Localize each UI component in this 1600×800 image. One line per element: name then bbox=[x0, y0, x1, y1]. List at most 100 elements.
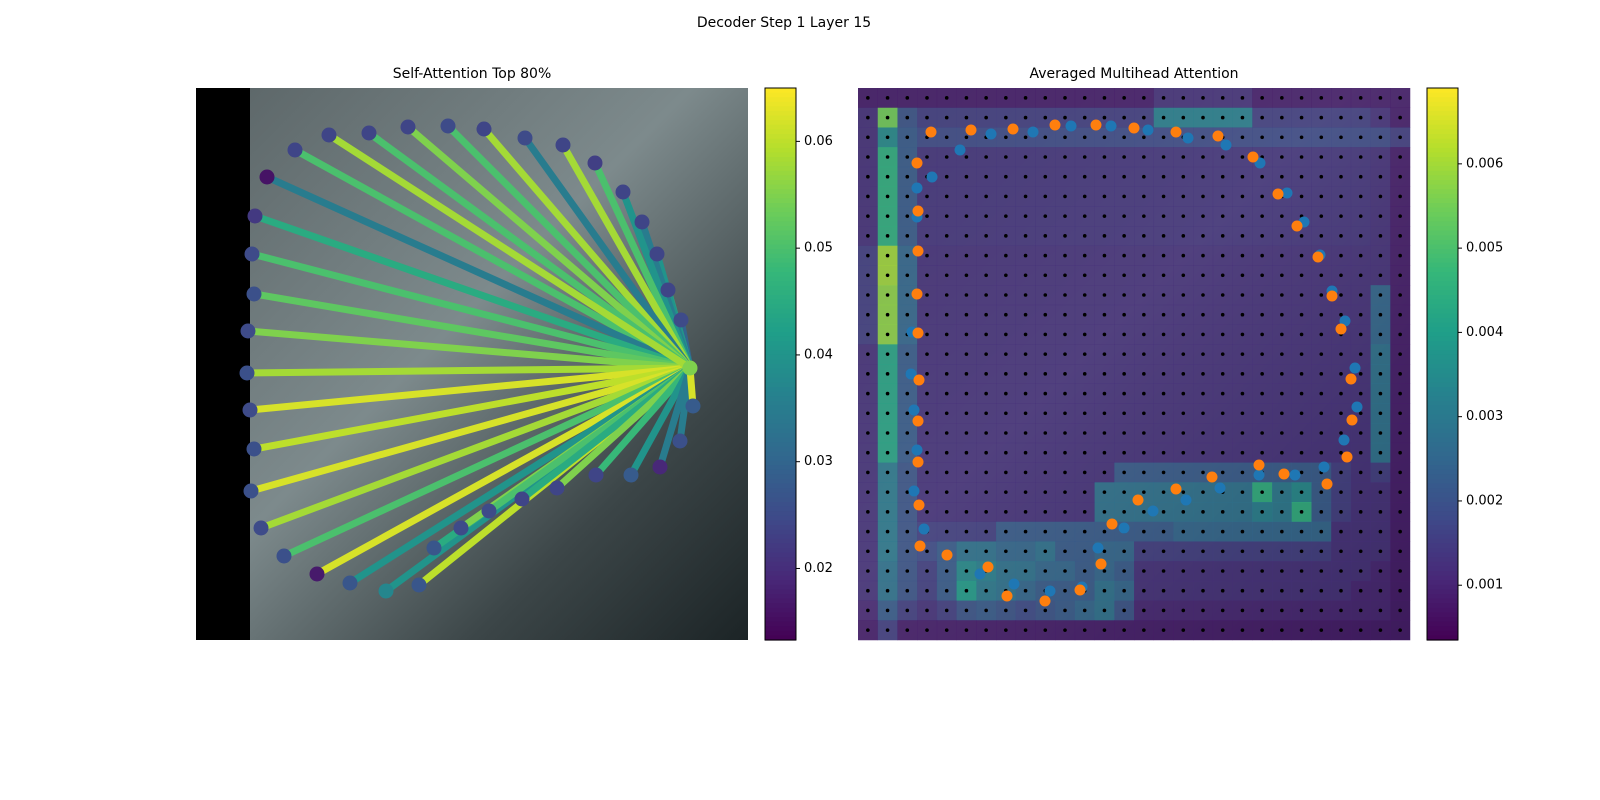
keypoint bbox=[1106, 518, 1118, 530]
colorbar-step bbox=[1427, 207, 1458, 213]
grid-dot bbox=[1201, 155, 1205, 159]
grid-dot bbox=[1299, 588, 1304, 593]
grid-dot bbox=[1181, 96, 1186, 100]
grid-dot bbox=[1280, 332, 1284, 337]
grid-dot bbox=[1043, 312, 1048, 317]
grid-dot bbox=[1260, 174, 1264, 179]
colorbar-step bbox=[765, 147, 796, 153]
grid-dot bbox=[905, 135, 910, 140]
grid-dot bbox=[1043, 529, 1048, 534]
colorbar-step bbox=[1427, 143, 1458, 149]
grid-dot bbox=[964, 549, 969, 554]
grid-dot bbox=[1201, 273, 1205, 278]
grid-dot bbox=[1181, 608, 1186, 613]
grid-dot bbox=[1181, 391, 1186, 396]
grid-dot bbox=[905, 174, 910, 179]
colorbar-step bbox=[765, 157, 796, 163]
grid-dot bbox=[1220, 510, 1225, 514]
colorbar-step bbox=[1427, 166, 1458, 172]
grid-dot bbox=[1358, 194, 1363, 199]
colorbar-step bbox=[765, 400, 796, 406]
grid-dot bbox=[1161, 529, 1166, 534]
grid-dot bbox=[1004, 234, 1008, 238]
colorbar-step bbox=[765, 479, 796, 485]
grid-dot bbox=[866, 372, 870, 376]
grid-dot bbox=[885, 332, 890, 337]
grid-dot bbox=[1240, 431, 1245, 435]
grid-dot bbox=[1023, 450, 1028, 455]
colorbar-step bbox=[765, 134, 796, 140]
grid-dot bbox=[1142, 608, 1146, 613]
attention-edge bbox=[405, 124, 693, 371]
grid-dot bbox=[984, 470, 988, 475]
grid-dot bbox=[944, 135, 949, 140]
grid-dot bbox=[984, 352, 988, 356]
node bbox=[287, 142, 303, 158]
grid-dot bbox=[1004, 549, 1008, 554]
colorbar-step bbox=[765, 244, 796, 250]
colorbar-step bbox=[1427, 180, 1458, 186]
grid-dot bbox=[925, 214, 929, 218]
colorbar-step bbox=[765, 226, 796, 232]
grid-dot bbox=[1201, 628, 1205, 632]
keypoint bbox=[1132, 494, 1144, 506]
colorbar-step bbox=[765, 120, 796, 126]
grid-dot bbox=[1142, 510, 1146, 514]
grid-dot bbox=[984, 312, 988, 317]
colorbar-step bbox=[765, 350, 796, 356]
grid-dot bbox=[1161, 608, 1166, 613]
grid-dot bbox=[1220, 549, 1225, 554]
grid-dot bbox=[1023, 411, 1028, 416]
colorbar-step bbox=[1427, 350, 1458, 356]
colorbar-step bbox=[765, 469, 796, 475]
grid-dot bbox=[1201, 253, 1205, 258]
grid-dot bbox=[1043, 490, 1048, 494]
grid-dot bbox=[984, 214, 988, 218]
grid-dot bbox=[885, 234, 890, 238]
colorbar-step bbox=[1427, 281, 1458, 287]
grid-dot bbox=[1102, 273, 1107, 278]
grid-dot bbox=[1260, 214, 1264, 218]
attention-edge bbox=[259, 364, 692, 532]
colorbar-step bbox=[1427, 400, 1458, 406]
colorbar-step bbox=[765, 589, 796, 595]
colorbar-tick-label: 0.06 bbox=[804, 134, 833, 149]
colorbar-step bbox=[1427, 534, 1458, 540]
colorbar-tick-label: 0.005 bbox=[1466, 241, 1503, 256]
grid-dot bbox=[1122, 273, 1126, 278]
grid-dot bbox=[1339, 549, 1343, 554]
grid-dot bbox=[1082, 312, 1087, 317]
grid-dot bbox=[1280, 450, 1284, 455]
grid-dot bbox=[885, 628, 890, 632]
attention-edge bbox=[265, 173, 692, 372]
grid-dot bbox=[1043, 569, 1048, 573]
grid-dot bbox=[1142, 391, 1146, 396]
colorbar-step bbox=[1427, 184, 1458, 190]
attention-edge bbox=[249, 364, 691, 414]
grid-dot bbox=[1378, 588, 1383, 593]
grid-dot bbox=[1063, 155, 1067, 159]
grid-dot bbox=[1378, 431, 1383, 435]
grid-dot bbox=[964, 569, 969, 573]
grid-dot bbox=[1023, 135, 1028, 140]
grid-dot bbox=[944, 115, 949, 120]
colorbar-step bbox=[1427, 226, 1458, 232]
grid-dot bbox=[1319, 549, 1324, 554]
grid-dot bbox=[1378, 470, 1383, 475]
colorbar-step bbox=[765, 345, 796, 351]
grid-dot bbox=[1280, 411, 1284, 416]
grid-dot bbox=[1358, 431, 1363, 435]
grid-dot bbox=[944, 569, 949, 573]
grid-dot bbox=[1063, 608, 1067, 613]
grid-dot bbox=[1240, 450, 1245, 455]
grid-dot bbox=[1102, 628, 1107, 632]
colorbar-step bbox=[765, 359, 796, 365]
grid-dot bbox=[944, 155, 949, 159]
grid-dot bbox=[1319, 450, 1324, 455]
grid-dot bbox=[1082, 194, 1087, 199]
grid-dot bbox=[1102, 96, 1107, 100]
grid-dot bbox=[1004, 510, 1008, 514]
grid-dot bbox=[964, 135, 969, 140]
grid-dot bbox=[1161, 450, 1166, 455]
